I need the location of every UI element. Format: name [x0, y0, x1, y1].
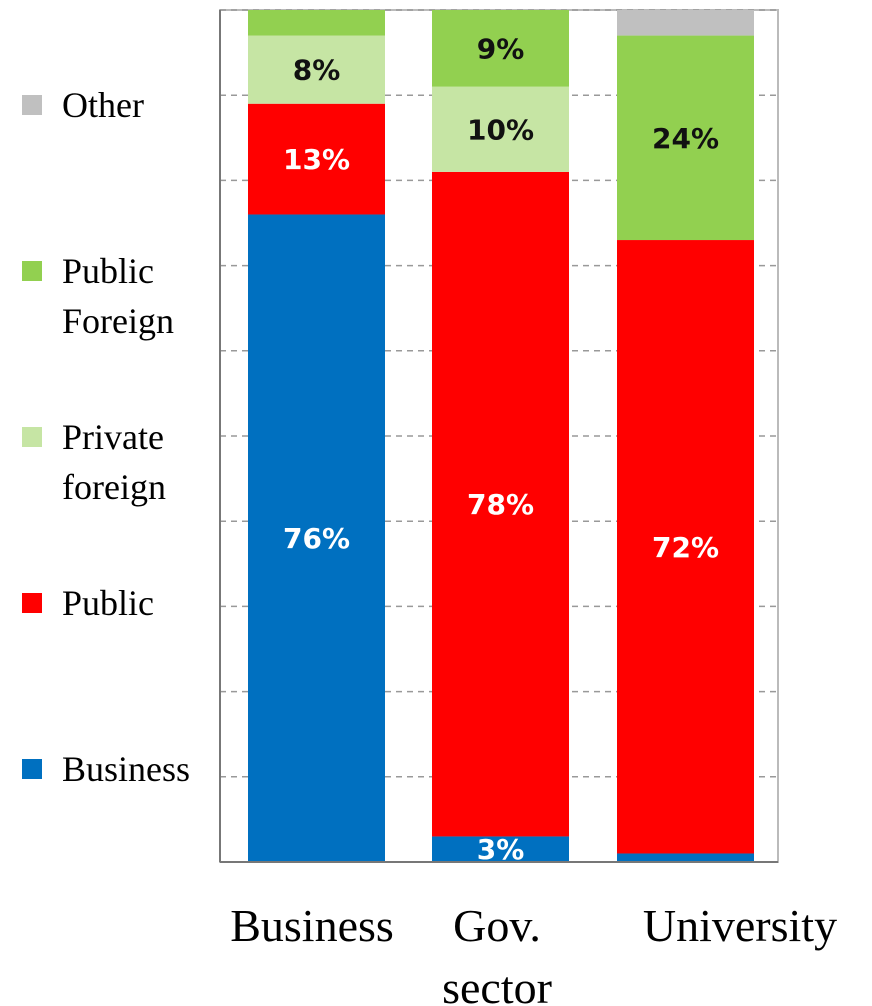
legend-swatch: [22, 95, 42, 115]
legend-swatch: [22, 759, 42, 779]
bar-segment: [248, 35, 385, 104]
bar-segment: [248, 214, 385, 863]
bar-segment: [617, 853, 754, 862]
data-label: 72%: [652, 531, 719, 564]
data-label: 78%: [467, 488, 534, 521]
bar-segment: [432, 836, 569, 862]
data-label: 8%: [293, 54, 341, 87]
bar-segment: [617, 35, 754, 241]
bar-segment: [432, 171, 569, 837]
bar-segment: [432, 10, 569, 87]
data-label: 3%: [477, 833, 525, 866]
data-label: 10%: [467, 113, 534, 146]
data-label: 9%: [477, 32, 525, 65]
data-label: 24%: [652, 122, 719, 155]
x-tick-label: Gov. sector: [442, 900, 552, 1006]
data-label: 76%: [283, 522, 350, 555]
bar-segment: [617, 240, 754, 854]
legend-label: Public: [62, 583, 155, 623]
bar-segment: [617, 10, 754, 36]
x-tick-label: Business: [230, 900, 394, 951]
x-tick-label: University: [642, 900, 838, 951]
bar-segment: [248, 103, 385, 215]
legend-swatch: [22, 427, 42, 447]
data-label: 13%: [283, 143, 350, 176]
legend-label: Business: [62, 749, 191, 789]
legend-label: Private foreign: [62, 417, 166, 507]
legend-swatch: [22, 593, 42, 613]
bar-segment: [248, 10, 385, 36]
legend-swatch: [22, 261, 42, 281]
legend-label: Other: [62, 85, 144, 125]
legend-label: Public Foreign: [62, 251, 174, 341]
bar-segment: [432, 86, 569, 172]
